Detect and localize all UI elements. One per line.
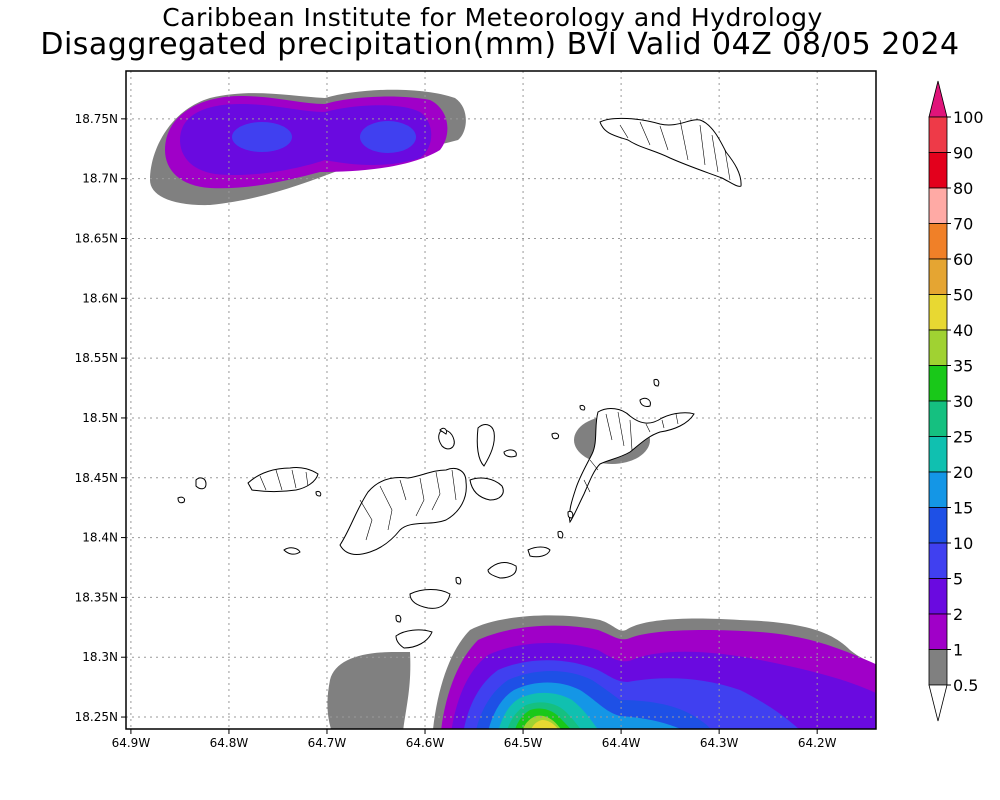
- precip-area-10mm-nw-a: [232, 122, 292, 152]
- colorbar-label: 2: [953, 605, 963, 624]
- colorbar-label: 100: [953, 108, 984, 127]
- islet-3: [283, 547, 301, 555]
- island-camanoe: [476, 424, 495, 467]
- islet-4: [439, 427, 447, 435]
- colorbar-label: 25: [953, 428, 973, 447]
- colorbar-arrow-bottom: [928, 684, 948, 722]
- lat-tick-label: 18.35N: [75, 590, 118, 604]
- islet-7: [653, 379, 660, 387]
- island-tortola: [339, 468, 467, 555]
- lat-tick-label: 18.6N: [82, 291, 118, 305]
- colorbar-box: [928, 613, 948, 650]
- colorbar-arrow-top: [928, 80, 948, 118]
- colorbar-box: [928, 507, 948, 544]
- colorbar-label: 15: [953, 499, 973, 518]
- lon-axis: 64.9W 64.8W 64.7W 64.6W 64.5W 64.4W 64.3W 64.2W: [112, 729, 837, 750]
- islet-14: [315, 491, 322, 497]
- island-virgin-gorda: [569, 408, 695, 524]
- colorbar-label: 80: [953, 179, 973, 198]
- colorbar-label: 0.5: [953, 676, 978, 695]
- colorbar-box: [928, 436, 948, 473]
- colorbar-label: 40: [953, 321, 973, 340]
- colorbar-label: 5: [953, 570, 963, 589]
- island-guana: [438, 429, 455, 450]
- colorbar-box: [928, 294, 948, 331]
- lat-tick-label: 18.65N: [75, 231, 118, 245]
- islet-8: [639, 397, 651, 407]
- colorbar-label: 60: [953, 250, 973, 269]
- lat-tick-label: 18.25N: [75, 710, 118, 724]
- plot-frame: [125, 70, 877, 730]
- coastlines: [177, 117, 742, 649]
- lon-tick-label: 64.7W: [308, 736, 347, 750]
- colorbar: 100 90 80 70 60 50 40 35 30 25 20 15 10 5 2 1 0.5: [928, 80, 984, 722]
- colorbar-box: [928, 400, 948, 437]
- colorbar-box: [928, 116, 948, 153]
- lat-tick-label: 18.3N: [82, 650, 118, 664]
- colorbar-label: 50: [953, 286, 973, 305]
- colorbar-box: [928, 223, 948, 260]
- precip-area-10mm-nw-b: [360, 121, 416, 153]
- lat-axis: 18.25N 18.3N 18.35N 18.4N 18.45N 18.5N 18.55N 1…: [75, 112, 126, 724]
- island-peter: [395, 629, 433, 649]
- islet-12: [455, 577, 462, 585]
- lon-tick-label: 64.8W: [210, 736, 249, 750]
- colorbar-label: 10: [953, 534, 973, 553]
- lon-tick-label: 64.2W: [798, 736, 837, 750]
- islet-11: [557, 531, 564, 539]
- lat-tick-label: 18.45N: [75, 471, 118, 485]
- colorbar-box: [928, 542, 948, 579]
- colorbar-box: [928, 365, 948, 402]
- island-cooper: [487, 562, 517, 579]
- precip-area-50mm-se: [531, 720, 559, 729]
- colorbar-box: [928, 578, 948, 615]
- islet-10: [567, 511, 574, 519]
- island-ginger: [527, 546, 551, 558]
- precip-area-1mm-sw: [327, 652, 411, 729]
- lat-tick-label: 18.5N: [82, 411, 118, 425]
- colorbar-box: [928, 471, 948, 508]
- precip-area-5mm-nw: [180, 104, 432, 176]
- lon-tick-label: 64.5W: [504, 736, 543, 750]
- lat-tick-label: 18.4N: [82, 531, 118, 545]
- islet-9: [503, 449, 517, 458]
- lon-tick-label: 64.9W: [112, 736, 151, 750]
- colorbar-box: [928, 187, 948, 224]
- islet-5: [551, 432, 559, 440]
- colorbar-label: 90: [953, 144, 973, 163]
- colorbar-box: [928, 152, 948, 189]
- lat-tick-label: 18.55N: [75, 351, 118, 365]
- grid-lines: [126, 71, 876, 729]
- lon-tick-label: 64.6W: [406, 736, 445, 750]
- colorbar-label: 1: [953, 641, 963, 660]
- island-norman: [409, 589, 451, 609]
- island-beef: [469, 477, 504, 501]
- islet-1: [195, 477, 207, 490]
- colorbar-label: 70: [953, 215, 973, 234]
- colorbar-box: [928, 258, 948, 295]
- lat-tick-label: 18.7N: [82, 172, 118, 186]
- colorbar-box: [928, 329, 948, 366]
- island-jost-van-dyke: [247, 467, 319, 492]
- lon-tick-label: 64.4W: [602, 736, 641, 750]
- islet-6: [579, 405, 586, 411]
- colorbar-box: [928, 649, 948, 686]
- colorbar-label: 30: [953, 392, 973, 411]
- lon-tick-label: 64.3W: [700, 736, 739, 750]
- islet-2: [177, 496, 185, 504]
- title-product: Disaggregated precipitation(mm) BVI Vali…: [40, 27, 960, 62]
- island-anegada: [599, 117, 742, 187]
- lat-tick-label: 18.75N: [75, 112, 118, 126]
- islet-13: [395, 615, 402, 623]
- colorbar-label: 20: [953, 463, 973, 482]
- island-boundaries: [259, 119, 731, 541]
- precipitation-field: [150, 89, 876, 729]
- colorbar-label: 35: [953, 357, 973, 376]
- title-institute: Caribbean Institute for Meteorology and …: [162, 3, 823, 32]
